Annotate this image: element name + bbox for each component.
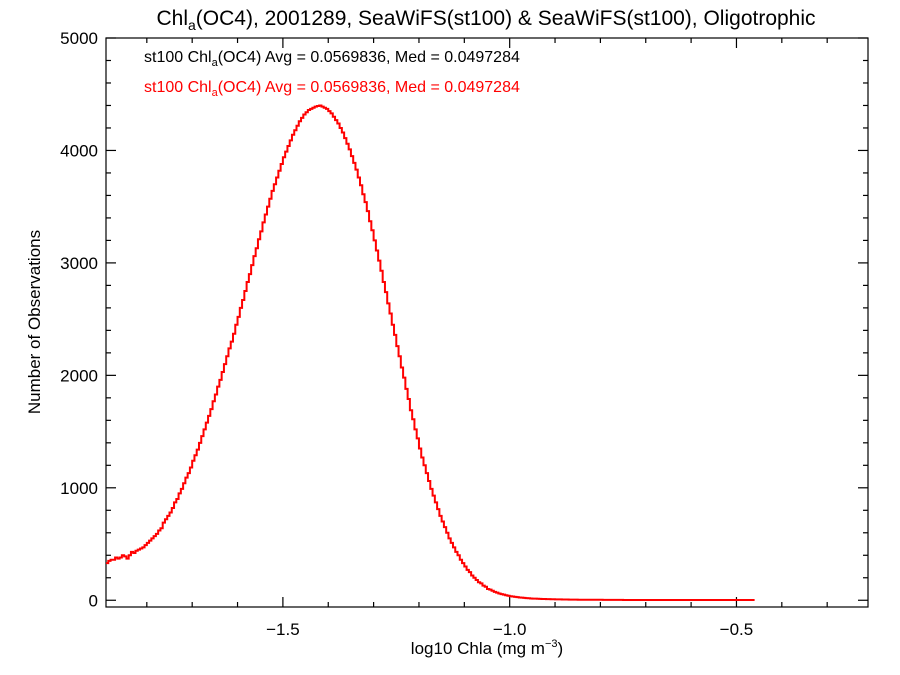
x-tick-label: −1.0 (493, 620, 527, 639)
x-tick-label: −1.5 (266, 620, 300, 639)
y-tick-label: 5000 (60, 29, 98, 48)
y-axis: 0 1000 2000 3000 4000 5000 (60, 29, 868, 610)
histogram-series-line (106, 104, 755, 602)
x-axis-label: log10 Chla (mg m−3) (411, 638, 563, 658)
y-tick-label: 3000 (60, 254, 98, 273)
plot-frame (105, 37, 869, 608)
legend-entry-black: st100 Chla(OC4) Avg = 0.0569836, Med = 0… (144, 49, 520, 69)
y-tick-label: 1000 (60, 479, 98, 498)
chart-title: Chla(OC4), 2001289, SeaWiFS(st100) & Sea… (156, 7, 815, 33)
y-axis-label: Number of Observations (25, 230, 44, 414)
y-tick-label: 2000 (60, 366, 98, 385)
x-tick-label: −0.5 (720, 620, 754, 639)
y-tick-label: 0 (89, 591, 98, 610)
y-tick-label: 4000 (60, 141, 98, 160)
legend-entry-red: st100 Chla(OC4) Avg = 0.0569836, Med = 0… (144, 79, 520, 99)
x-axis: −1.5 −1.0 −0.5 (146, 38, 828, 639)
